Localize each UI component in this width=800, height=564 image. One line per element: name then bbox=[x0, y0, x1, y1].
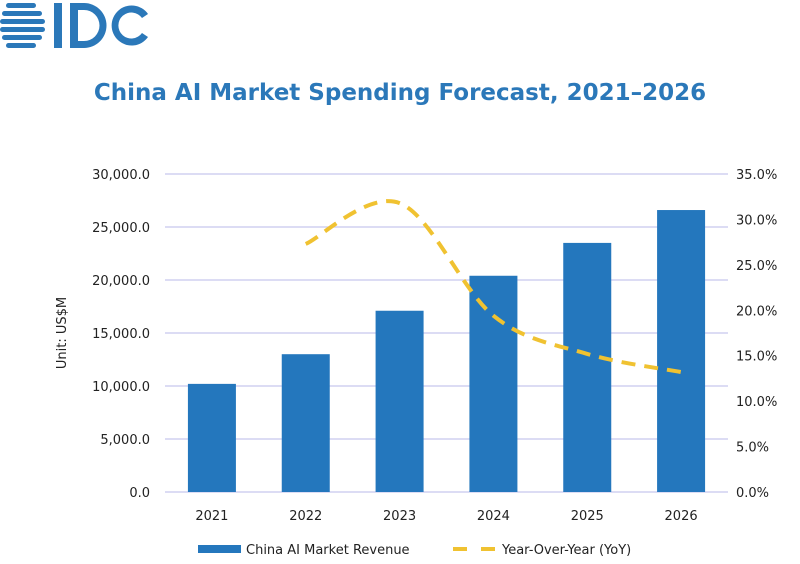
idc-logo bbox=[0, 3, 148, 49]
y2-tick-label: 5.0% bbox=[736, 441, 769, 456]
x-tick-label: 2026 bbox=[665, 509, 698, 524]
y-tick-label: 15,000.0 bbox=[92, 327, 150, 342]
y2-tick-label: 0.0% bbox=[736, 486, 769, 501]
x-tick-label: 2025 bbox=[571, 509, 604, 524]
bar-2025 bbox=[563, 242, 612, 492]
y2-tick-label: 20.0% bbox=[736, 304, 777, 319]
x-tick-label: 2023 bbox=[383, 509, 416, 524]
y-tick-label: 20,000.0 bbox=[92, 274, 150, 289]
y-tick-label: 10,000.0 bbox=[92, 380, 150, 395]
bar-2022 bbox=[281, 354, 330, 492]
x-tick-label: 2021 bbox=[195, 509, 228, 524]
y2-tick-label: 30.0% bbox=[736, 213, 777, 228]
x-tick-label: 2024 bbox=[477, 509, 510, 524]
y2-tick-label: 35.0% bbox=[736, 168, 777, 183]
y2-tick-label: 10.0% bbox=[736, 395, 777, 410]
x-tick-label: 2022 bbox=[289, 509, 322, 524]
legend-label-yoy: Year-Over-Year (YoY) bbox=[501, 543, 631, 558]
y-tick-label: 5,000.0 bbox=[100, 433, 150, 448]
y-tick-label: 30,000.0 bbox=[92, 168, 150, 183]
y-tick-label: 25,000.0 bbox=[92, 221, 150, 236]
yoy-line bbox=[304, 199, 682, 375]
legend-swatch-revenue bbox=[198, 545, 241, 553]
chart-title: China AI Market Spending Forecast, 2021–… bbox=[93, 80, 707, 106]
y-tick-label: 0.0 bbox=[129, 486, 150, 501]
y-axis-title: Unit: US$M bbox=[55, 297, 70, 369]
bar-2024 bbox=[469, 275, 518, 492]
legend-label-revenue: China AI Market Revenue bbox=[246, 543, 410, 558]
bar-2023 bbox=[375, 310, 424, 492]
y2-tick-label: 25.0% bbox=[736, 259, 777, 274]
y2-tick-label: 15.0% bbox=[736, 350, 777, 365]
bar-2021 bbox=[187, 383, 236, 492]
legend: China AI Market Revenue Year-Over-Year (… bbox=[198, 543, 631, 558]
bar-2026 bbox=[657, 210, 706, 493]
